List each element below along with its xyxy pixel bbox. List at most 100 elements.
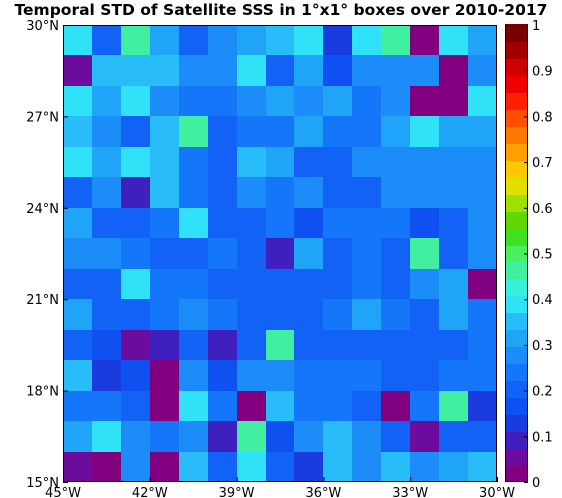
heatmap-cell (266, 25, 294, 55)
heatmap-cell (237, 116, 266, 147)
heatmap-cell (121, 86, 150, 116)
colorbar-segment (505, 75, 528, 93)
heatmap-cell (208, 299, 237, 330)
colorbar-segment (505, 414, 528, 432)
heatmap-cell (179, 391, 208, 421)
heatmap-cell (63, 452, 92, 482)
y-tick-label: 18°N (26, 385, 59, 400)
heatmap-cell (294, 299, 323, 330)
heatmap-cell (208, 116, 237, 147)
heatmap-cell (150, 208, 179, 238)
heatmap-cell (121, 25, 150, 55)
heatmap-cell (381, 208, 410, 238)
heatmap-cell (237, 177, 266, 208)
heatmap-cell (121, 177, 150, 208)
heatmap-cell (92, 25, 121, 55)
heatmap-cell (381, 330, 410, 360)
heatmap-cell (179, 25, 208, 55)
heatmap-cell (410, 25, 439, 55)
heatmap-cell (150, 391, 179, 421)
heatmap-cell (266, 55, 294, 86)
heatmap-cell (63, 238, 92, 269)
heatmap-cell (410, 391, 439, 421)
colorbar-tick-label: 0.1 (532, 430, 553, 445)
heatmap-cell (294, 421, 323, 452)
heatmap-cell (92, 86, 121, 116)
heatmap-cell (150, 360, 179, 391)
y-tick-label: 21°N (26, 293, 59, 308)
heatmap-cell (92, 177, 121, 208)
heatmap-cell (237, 330, 266, 360)
heatmap-cell (410, 330, 439, 360)
heatmap-cell (179, 269, 208, 299)
colorbar-segment (505, 92, 528, 110)
heatmap-cell (150, 147, 179, 177)
colorbar-tick-label: 0.3 (532, 339, 553, 354)
heatmap-cell (352, 25, 381, 55)
colorbar-tick-label: 0.7 (532, 156, 553, 171)
heatmap-cell (208, 208, 237, 238)
colorbar-segment (505, 329, 528, 347)
heatmap-cell (150, 330, 179, 360)
heatmap-cell (92, 391, 121, 421)
heatmap-cell (237, 299, 266, 330)
heatmap-cell (410, 269, 439, 299)
heatmap-cell (121, 238, 150, 269)
heatmap-cell (237, 208, 266, 238)
heatmap-cell (381, 55, 410, 86)
heatmap-cell (381, 299, 410, 330)
heatmap-cell (121, 360, 150, 391)
heatmap-cell (121, 391, 150, 421)
colorbar-tick-label: 0.4 (532, 293, 553, 308)
heatmap-cell (179, 177, 208, 208)
heatmap-cell (323, 269, 352, 299)
heatmap-cell (266, 177, 294, 208)
colorbar-tick-label: 1 (532, 19, 540, 34)
heatmap-cell (410, 360, 439, 391)
heatmap-cell (208, 238, 237, 269)
heatmap-cell (150, 177, 179, 208)
heatmap-cell (439, 299, 468, 330)
heatmap-cell (468, 55, 497, 86)
x-tick-label: 45°W (45, 486, 81, 498)
heatmap-cell (121, 208, 150, 238)
heatmap-cell (323, 147, 352, 177)
heatmap-cell (92, 299, 121, 330)
heatmap-cell (63, 25, 92, 55)
x-axis: 45°W 42°W 39°W 36°W 33°W 30°W (45, 477, 515, 498)
heatmap-cell (237, 147, 266, 177)
heatmap-cell (208, 421, 237, 452)
heatmap-cell (92, 452, 121, 482)
heatmap-cell (439, 208, 468, 238)
heatmap-cell (92, 269, 121, 299)
heatmap-cell (439, 177, 468, 208)
heatmap-cell (439, 391, 468, 421)
x-tick-label: 33°W (392, 486, 428, 498)
colorbar-segment (505, 465, 528, 482)
heatmap-cell (266, 330, 294, 360)
colorbar-segment (505, 41, 528, 59)
heatmap-cell (179, 360, 208, 391)
colorbar-segment (505, 261, 528, 279)
heatmap-cell (352, 269, 381, 299)
heatmap-cell (179, 238, 208, 269)
heatmap-cell (323, 25, 352, 55)
heatmap-cell (352, 391, 381, 421)
heatmap-cell (179, 86, 208, 116)
heatmap-cell (237, 360, 266, 391)
colorbar-segment (505, 448, 528, 466)
heatmap-cell (468, 25, 497, 55)
heatmap-cell (179, 421, 208, 452)
heatmap-cell (410, 238, 439, 269)
heatmap-cell (294, 330, 323, 360)
heatmap-cell (468, 330, 497, 360)
heatmap-cell (294, 452, 323, 482)
heatmap-cell (208, 25, 237, 55)
heatmap-cell (92, 147, 121, 177)
heatmap-cell (439, 421, 468, 452)
heatmap-cell (92, 208, 121, 238)
heatmap-cell (468, 299, 497, 330)
heatmap-cell (381, 452, 410, 482)
heatmap-cell (352, 421, 381, 452)
